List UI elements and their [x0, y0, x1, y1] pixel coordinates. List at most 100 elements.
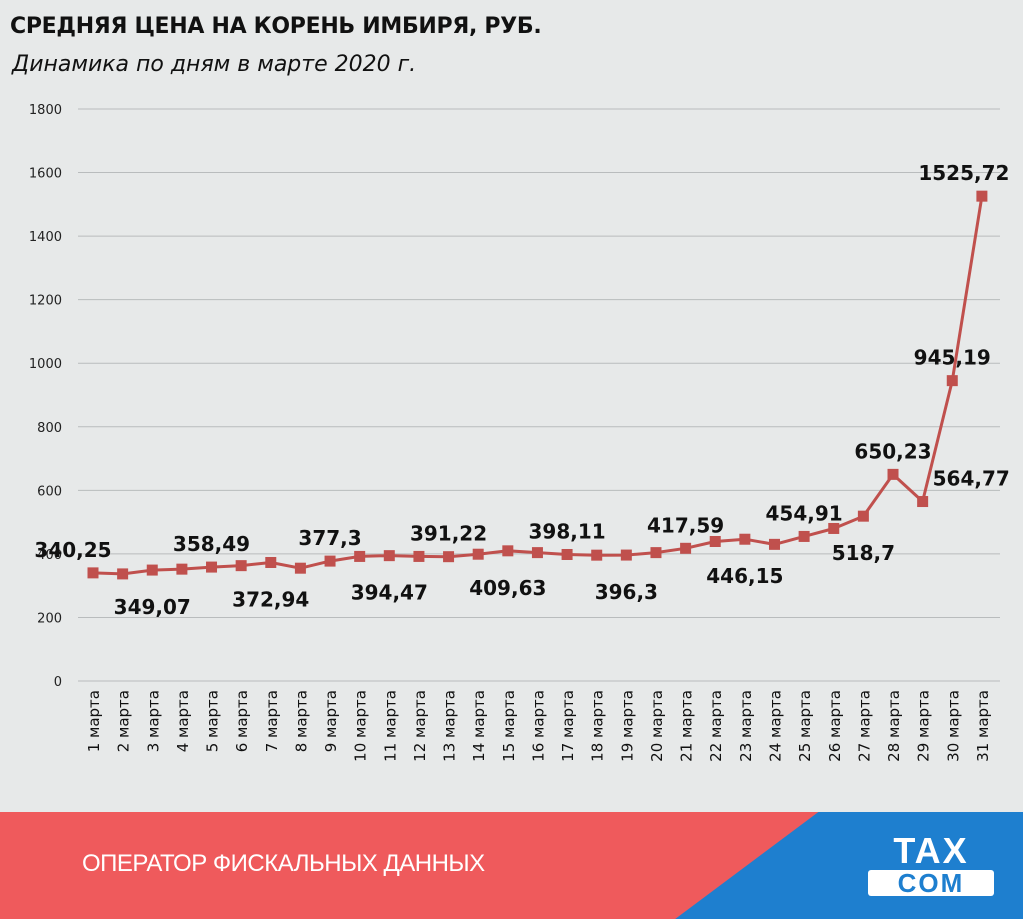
- data-label: 358,49: [173, 532, 250, 556]
- data-label: 396,3: [595, 580, 658, 604]
- data-label: 945,19: [914, 346, 991, 370]
- data-label: 398,11: [528, 519, 605, 543]
- data-point-marker: [976, 190, 988, 202]
- chart-title: СРЕДНЯЯ ЦЕНА НА КОРЕНЬ ИМБИРЯ, РУБ.: [10, 14, 542, 39]
- y-axis-ticks: 0 200 400 600 800 1000 1200 1400 1600 1800: [29, 103, 62, 690]
- x-tick-label: 8 марта: [292, 690, 310, 752]
- y-tick-label: 1600: [29, 167, 62, 182]
- y-tick-label: 600: [37, 484, 62, 499]
- data-label: 372,94: [232, 587, 309, 611]
- footer-banner: ОПЕРАТОР ФИСКАЛЬНЫХ ДАННЫХ TAX COM: [0, 812, 1023, 919]
- x-tick-label: 26 марта: [826, 690, 844, 762]
- data-point-marker: [235, 560, 247, 572]
- x-axis-ticks: 1 марта 2 марта 3 марта 4 марта 5 марта 6 мар…: [85, 690, 992, 762]
- x-tick-label: 1 марта: [85, 690, 103, 752]
- x-tick-label: 20 марта: [648, 690, 666, 762]
- y-tick-label: 1400: [29, 230, 62, 245]
- data-label: 518,7: [832, 541, 895, 565]
- data-point-marker: [176, 563, 188, 575]
- chart-subtitle: Динамика по дням в марте 2020 г.: [12, 52, 417, 77]
- x-tick-label: 6 марта: [233, 690, 251, 752]
- data-label: 349,07: [114, 595, 191, 619]
- x-tick-label: 22 марта: [707, 690, 725, 762]
- y-tick-label: 400: [37, 548, 62, 563]
- series-line-group: [92, 195, 984, 576]
- data-point-marker: [265, 556, 277, 568]
- x-tick-label: 27 марта: [855, 690, 873, 762]
- data-label: 1525,72: [918, 161, 1009, 185]
- x-tick-label: 15 марта: [500, 690, 518, 762]
- x-tick-label: 7 марта: [263, 690, 281, 752]
- data-label: 564,77: [933, 467, 1010, 491]
- x-tick-label: 19 марта: [618, 690, 636, 762]
- y-tick-label: 1000: [29, 357, 62, 372]
- logo-line1: TAX: [893, 830, 969, 871]
- data-point-marker: [828, 522, 840, 534]
- x-tick-label: 25 марта: [796, 690, 814, 762]
- data-label: 340,25: [34, 538, 111, 562]
- data-point-marker: [650, 547, 662, 559]
- data-point-marker: [561, 548, 573, 560]
- x-tick-label: 11 марта: [381, 690, 399, 762]
- data-point-marker: [324, 555, 336, 567]
- y-tick-label: 800: [37, 421, 62, 436]
- data-point-marker: [294, 562, 306, 574]
- data-point-marker: [887, 468, 899, 480]
- data-point-marker: [768, 538, 780, 550]
- data-label: 391,22: [410, 522, 487, 546]
- x-tick-label: 21 марта: [678, 690, 696, 762]
- data-point-marker: [502, 545, 514, 557]
- data-point-marker: [709, 535, 721, 547]
- x-tick-label: 12 марта: [411, 690, 429, 762]
- data-point-marker: [117, 568, 129, 580]
- data-point-marker: [857, 510, 869, 522]
- x-tick-label: 28 марта: [885, 690, 903, 762]
- y-tick-label: 1800: [29, 103, 62, 118]
- data-point-marker: [591, 549, 603, 561]
- data-label: 377,3: [298, 526, 361, 550]
- data-label: 394,47: [351, 581, 428, 605]
- x-tick-label: 23 марта: [737, 690, 755, 762]
- x-tick-label: 3 марта: [144, 690, 162, 752]
- y-tick-label: 0: [54, 675, 62, 690]
- data-point-marker: [798, 530, 810, 542]
- data-label: 454,91: [766, 501, 843, 525]
- data-point-marker: [443, 551, 455, 563]
- data-point-marker: [206, 561, 218, 573]
- x-tick-label: 29 марта: [915, 690, 933, 762]
- x-tick-label: 13 марта: [441, 690, 459, 762]
- data-point-marker: [917, 496, 929, 508]
- data-point-marker: [531, 547, 543, 559]
- x-tick-label: 24 марта: [766, 690, 784, 762]
- data-point-marker: [739, 533, 751, 545]
- data-point-marker: [354, 550, 366, 562]
- series-line: [92, 195, 984, 576]
- x-tick-label: 4 марта: [174, 690, 192, 752]
- data-point-marker: [946, 375, 958, 387]
- x-tick-label: 10 марта: [352, 690, 370, 762]
- taxcom-logo: TAX COM: [866, 830, 996, 900]
- operator-text: ОПЕРАТОР ФИСКАЛЬНЫХ ДАННЫХ: [82, 850, 485, 877]
- line-chart: 0 200 400 600 800 1000 1200 1400 1600 1800 1 март…: [29, 103, 1010, 762]
- y-tick-label: 1200: [29, 294, 62, 309]
- data-point-marker: [680, 542, 692, 554]
- x-tick-label: 14 марта: [470, 690, 488, 762]
- x-tick-label: 18 марта: [589, 690, 607, 762]
- data-label: 417,59: [647, 513, 724, 537]
- x-tick-label: 30 марта: [944, 690, 962, 762]
- data-point-marker: [472, 548, 484, 560]
- x-tick-label: 31 марта: [974, 690, 992, 762]
- logo-line2: COM: [868, 870, 994, 896]
- x-tick-label: 9 марта: [322, 690, 340, 752]
- data-label: 446,15: [706, 564, 783, 588]
- data-point-marker: [146, 564, 158, 576]
- data-labels: 340,25 349,07 358,49 372,94 377,3 394,47 391,2…: [34, 161, 1009, 619]
- data-label: 650,23: [854, 439, 931, 463]
- data-point-marker: [87, 567, 99, 579]
- x-tick-label: 5 марта: [204, 690, 222, 752]
- x-tick-label: 2 марта: [115, 690, 133, 752]
- x-tick-label: 16 марта: [529, 690, 547, 762]
- data-point-marker: [383, 550, 395, 562]
- data-point-marker: [413, 550, 425, 562]
- y-tick-label: 200: [37, 611, 62, 626]
